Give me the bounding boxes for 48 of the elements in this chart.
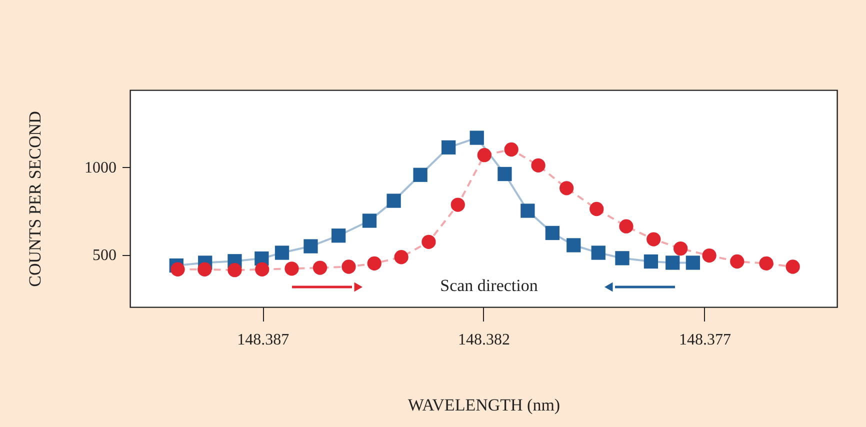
point [312,260,328,275]
point [450,198,465,212]
point [386,194,401,208]
point [304,239,318,254]
point [274,246,290,260]
point [422,234,436,249]
y-tick-label: 1000 [84,160,116,176]
point [367,256,382,270]
annotation: Scan direction [440,276,538,295]
point [477,148,492,162]
point [591,246,606,260]
point [331,228,346,243]
point [566,238,581,252]
point [644,254,658,269]
point [545,226,560,240]
point [590,202,604,216]
point [498,166,512,182]
x-tick-label: 148.387 [237,332,290,348]
x-tick-label: 148.377 [678,332,731,348]
point [228,263,242,278]
point [520,204,535,218]
point [362,214,377,228]
point [470,130,484,145]
y-tick-label: 500 [92,247,116,264]
point [615,251,630,266]
point [674,241,688,256]
point [198,262,212,276]
point [619,219,634,234]
point [560,181,574,196]
point [730,254,744,269]
point [284,262,299,276]
point [702,248,716,263]
point [413,168,428,182]
point [394,250,408,264]
point [342,260,356,274]
point [646,232,661,246]
point [759,256,774,270]
point [442,140,456,154]
point [170,262,185,276]
point [686,256,700,270]
point [786,260,800,274]
point [255,262,270,276]
x-tick-label: 148.382 [458,332,510,348]
point [531,158,546,172]
x-axis-title: WAVELENGTH (nm) [408,396,560,414]
point [504,142,518,157]
point [666,256,680,270]
y-axis-title: COUNTS PER SECOND [26,111,44,287]
